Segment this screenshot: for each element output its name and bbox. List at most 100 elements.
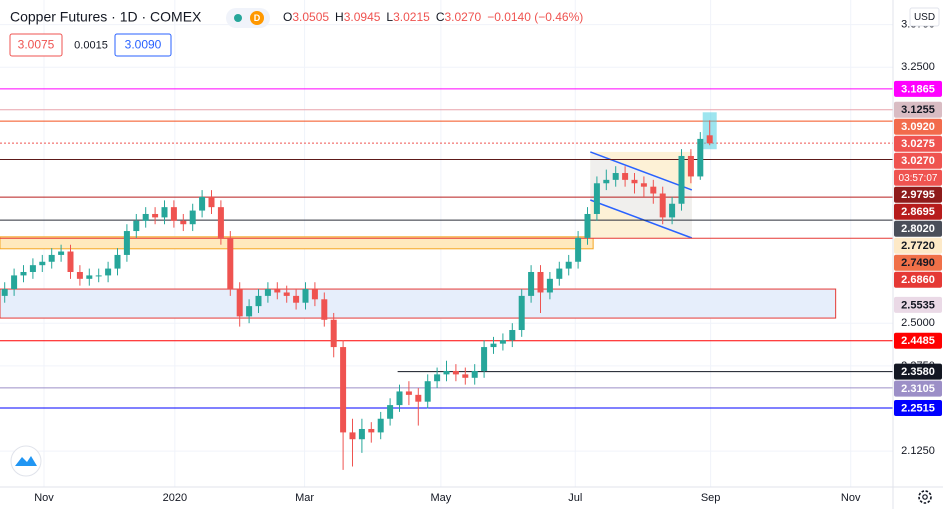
currency-button[interactable] — [909, 7, 940, 27]
price-label-box — [894, 399, 942, 416]
buy-button[interactable] — [114, 33, 172, 57]
sell-button[interactable] — [9, 33, 63, 57]
price-label-box — [894, 237, 942, 254]
candle-body — [349, 432, 356, 440]
price-label: 3.0275 — [901, 138, 935, 150]
candle-body — [208, 196, 215, 208]
candle-body — [227, 237, 234, 290]
x-tick-label: Nov — [34, 492, 54, 504]
bid-price: 3.0075 — [18, 38, 55, 52]
price-label-box — [894, 332, 942, 349]
candle-body — [481, 347, 488, 371]
price-label: 2.7720 — [901, 240, 935, 252]
candle-body — [199, 196, 206, 211]
price-label-box — [894, 118, 942, 135]
candle-body — [189, 210, 196, 225]
currency: USD — [914, 12, 935, 23]
candle-body — [152, 213, 159, 218]
candle-body — [678, 155, 685, 204]
settings-gear[interactable] — [918, 490, 932, 504]
time-scale — [0, 487, 893, 509]
price-label-box — [894, 135, 942, 152]
ohlc-key: H — [335, 10, 344, 24]
candle-body — [293, 295, 300, 303]
price-label: 2.2515 — [901, 402, 935, 414]
candle-body — [114, 254, 121, 269]
candle-body — [697, 138, 704, 177]
candle-body — [490, 343, 497, 348]
candle-body — [415, 394, 422, 402]
candle-body — [340, 347, 347, 433]
candle-body — [556, 268, 563, 279]
y-tick-label: 2.5000 — [901, 317, 935, 329]
price-label: 2.4485 — [901, 335, 935, 347]
gear-hub — [922, 494, 928, 500]
delay-badge — [250, 11, 264, 25]
candle-body — [584, 213, 591, 238]
ohlc-legend: O3.0505 H3.0945 L3.0215 C3.0270 −0.0140 (−0.… — [283, 10, 583, 24]
candle-body — [67, 251, 74, 272]
candle-body — [246, 306, 253, 317]
candle-body — [311, 289, 318, 300]
candle-body — [640, 183, 647, 187]
candle-body — [509, 330, 516, 341]
candle-body — [283, 292, 290, 296]
channel-line — [590, 151, 693, 191]
header: Copper Futures · 1D · COMEX D O3.0505 H3.… — [9, 7, 940, 504]
candle-body — [58, 251, 65, 255]
candle-body — [161, 207, 168, 218]
ohlc-key: L — [386, 10, 393, 24]
x-tick-label: Jul — [568, 492, 582, 504]
zone — [0, 236, 594, 250]
price-label: 2.5535 — [901, 299, 935, 311]
price-label: 3.0270 — [901, 155, 935, 167]
candle-body — [86, 275, 93, 279]
candle-body — [565, 261, 572, 269]
candle-body — [39, 261, 46, 266]
candle-body — [330, 319, 337, 348]
candle-body — [142, 213, 149, 221]
y-tick-label: 2.1250 — [901, 445, 935, 457]
logo-icon — [15, 456, 37, 466]
candle-body — [76, 271, 83, 279]
candle-body — [368, 428, 375, 433]
candle-body — [622, 173, 629, 180]
zone — [0, 288, 837, 319]
price-label: 2.3105 — [901, 383, 935, 395]
candle-body — [518, 295, 525, 331]
candle-body — [528, 271, 535, 296]
x-tick-label: Mar — [295, 492, 314, 504]
price-scale — [893, 0, 943, 509]
x-tick-label: May — [430, 492, 451, 504]
candle-body — [29, 265, 36, 272]
ohlc-key: C — [436, 10, 445, 24]
price-label: 2.6860 — [901, 274, 935, 286]
ohlc-change: −0.0140 (−0.46%) — [487, 10, 583, 24]
countdown-box — [894, 169, 942, 186]
candle-body — [236, 289, 243, 317]
candle-body — [321, 299, 328, 320]
candle-body — [631, 179, 638, 184]
candle-body — [706, 135, 713, 144]
price-label: 2.3580 — [901, 366, 935, 378]
price-label-box — [894, 220, 942, 237]
price-label-box — [894, 380, 942, 397]
price-label-box — [894, 80, 942, 97]
price-label-box — [894, 363, 942, 380]
candles-layer — [1, 112, 717, 470]
price-label: 2.9795 — [901, 189, 935, 201]
x-tick-label: Nov — [841, 492, 861, 504]
price-label: 2.8695 — [901, 206, 935, 218]
price-label-box — [894, 101, 942, 118]
candle-body — [603, 179, 610, 184]
price-label-box — [894, 254, 942, 271]
price-label: 2.8020 — [901, 223, 935, 235]
candle-body — [396, 391, 403, 406]
candle-body — [274, 289, 281, 293]
ohlc-value: 3.0505 — [292, 10, 329, 24]
candle-body — [387, 405, 394, 419]
candle-body — [180, 220, 187, 225]
ohlc-key: O — [283, 10, 292, 24]
